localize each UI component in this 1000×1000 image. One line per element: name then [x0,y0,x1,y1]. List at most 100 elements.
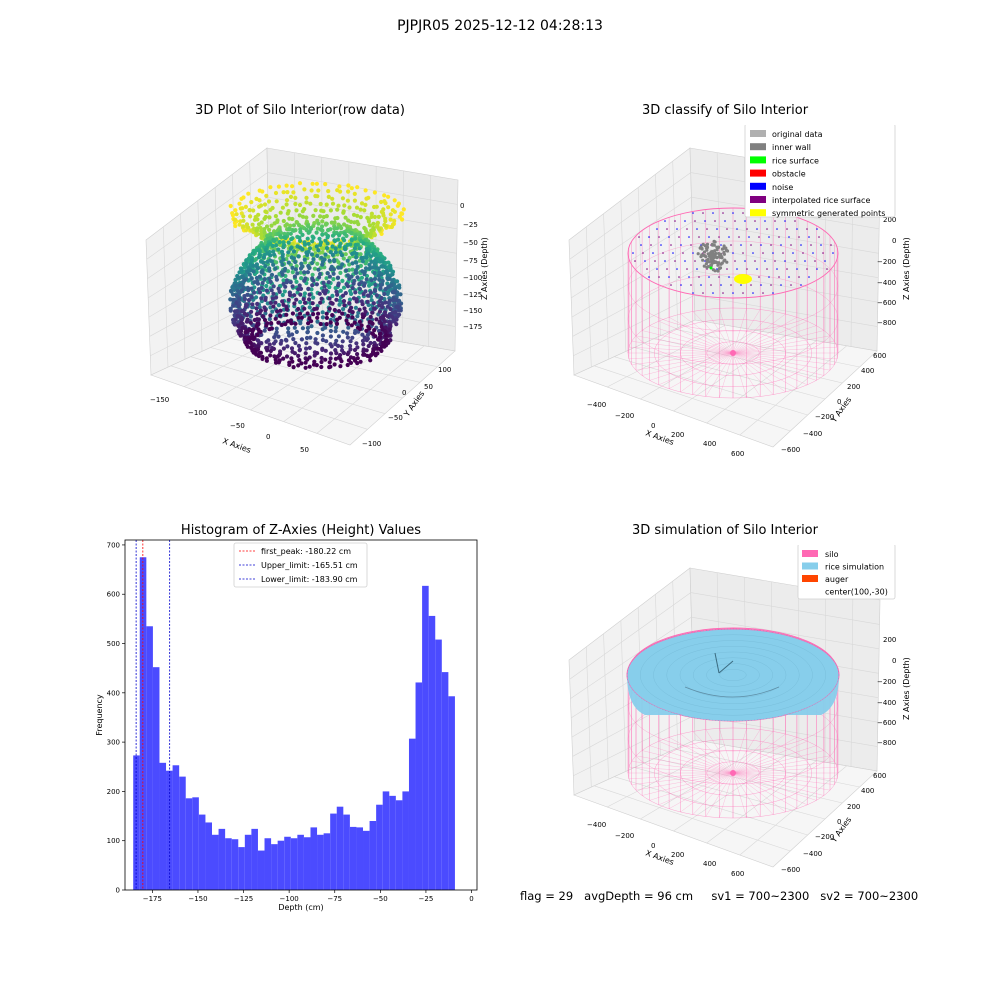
p2-point [754,220,756,222]
p2-point [730,244,732,246]
p1-point [323,252,328,257]
p2-point [760,244,762,246]
p2-point [722,212,724,214]
p1-point [324,221,329,226]
histogram-bar [330,813,337,890]
p1-point [243,304,249,309]
p4-cone-shadow [684,686,780,698]
p1-point [372,270,377,276]
p2-point [760,284,762,286]
p1-point [264,210,269,215]
p2-point [820,244,822,246]
p1-point [348,360,354,365]
p2-point [776,268,778,270]
p1-point [301,297,306,302]
p1-point [255,332,260,338]
p1-point [293,340,298,346]
histogram-bar [389,795,396,890]
p1-point [338,265,343,270]
p1-point [352,191,357,196]
p1-point [378,286,383,291]
p1-point [246,191,251,196]
p2-inner-wall [716,269,720,273]
p1-point [353,290,358,295]
p1-point [374,293,379,298]
p4-legend-swatch [802,550,818,557]
status-avg-depth: avgDepth = 96 cm [584,889,694,903]
p1-point [355,352,360,357]
p1-point [255,281,261,286]
p1-ytick: 50 [424,383,433,391]
histogram-bar [205,822,212,890]
p1-point [352,246,358,251]
silo-center [730,350,736,356]
p1-point [238,283,243,288]
p1-point [333,250,338,255]
p1-point [361,283,367,288]
p1-point [284,202,289,207]
silo-center [730,770,736,776]
p2-point [712,292,714,294]
p1-point [320,347,325,352]
histogram-bar [231,839,239,890]
p1-point [314,230,319,235]
p1-point [293,195,298,200]
p2-point [812,252,814,254]
p1-point [351,281,356,286]
histogram-ylabel: Frequency [95,694,104,736]
histogram-bar [198,814,206,890]
p1-point [369,214,374,219]
p1-point [292,325,297,330]
p1-point [365,232,370,237]
p1-point [358,326,363,332]
panel2-title: 3D classify of Silo Interior [641,103,809,118]
p1-point [261,260,266,265]
p1-point [259,269,264,275]
p2-point [686,228,688,230]
p1-point [239,320,244,326]
p1-point [354,270,359,275]
p1-point [291,223,296,228]
p1-point [274,295,279,300]
p2-point [698,236,700,238]
p2-point [758,236,760,238]
p1-point [320,327,325,332]
p1-point [369,353,374,358]
p1-point [379,348,384,353]
p1-point [394,304,400,309]
p1-point [317,291,322,296]
p1-point [282,268,287,273]
histogram-bar [349,826,357,890]
p1-point [305,311,310,316]
p1-point [232,322,237,327]
p2-point [784,260,786,262]
p1-point [263,297,268,302]
p1-point [316,248,321,253]
p2-inner-wall [705,265,709,269]
p1-point [281,257,286,262]
p2-point [708,236,710,238]
p1-point [387,327,392,332]
p1-point [234,309,240,314]
p1-point [249,309,254,314]
p1-point [324,202,329,207]
p2-legend-swatch [750,143,766,151]
p2-point [700,284,702,286]
p2-point [676,268,678,270]
p1-point [335,275,341,280]
p1-point [247,208,252,213]
p1-point [302,306,307,311]
p1-point [337,298,342,303]
histogram-bar [264,838,272,890]
p1-point [232,217,238,222]
p1-point [349,219,354,224]
histogram-bar [422,585,429,890]
p2-point [692,212,694,214]
p2-point [650,244,652,246]
p1-point [342,203,347,208]
p1-point [267,317,272,322]
p2-point [696,228,698,230]
panel3-title: Histogram of Z-Axies (Height) Values [180,523,422,538]
p1-point [363,188,368,193]
p1-point [352,320,357,325]
